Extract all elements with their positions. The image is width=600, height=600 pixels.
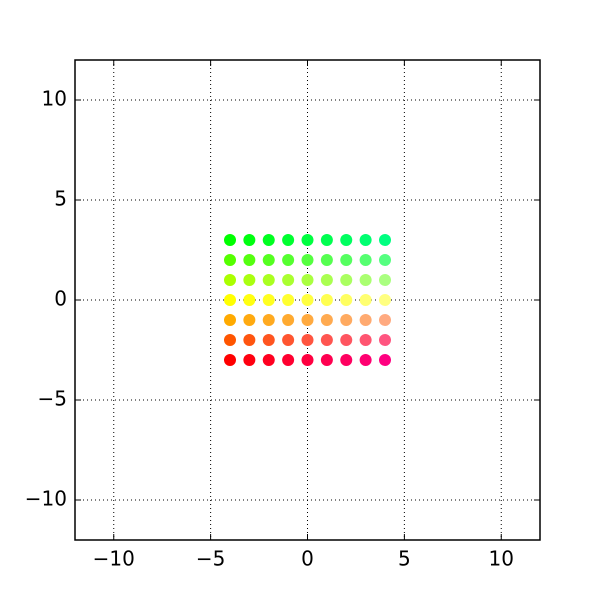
- x-tick-label: 5: [398, 547, 411, 571]
- point: [359, 334, 372, 346]
- point: [359, 294, 372, 306]
- point: [243, 294, 256, 306]
- point: [320, 354, 333, 366]
- point: [224, 254, 236, 266]
- point: [320, 254, 333, 266]
- x-tick-label: −5: [196, 547, 225, 571]
- point: [243, 234, 256, 246]
- point: [262, 314, 275, 326]
- x-tick-label: 0: [301, 547, 314, 571]
- point: [379, 314, 391, 326]
- point: [243, 314, 256, 326]
- point: [282, 274, 295, 286]
- point: [282, 354, 295, 366]
- point: [224, 314, 236, 326]
- point: [359, 274, 372, 286]
- point: [359, 254, 372, 266]
- point: [224, 354, 236, 366]
- point: [340, 294, 353, 306]
- point: [282, 314, 295, 326]
- point: [320, 314, 333, 326]
- point: [379, 254, 391, 266]
- point: [301, 274, 314, 286]
- point: [340, 354, 353, 366]
- point: [340, 334, 353, 346]
- point: [379, 334, 391, 346]
- point: [224, 294, 236, 306]
- point: [282, 234, 295, 246]
- point: [282, 294, 295, 306]
- point: [262, 334, 275, 346]
- point: [359, 234, 372, 246]
- point: [282, 254, 295, 266]
- point: [301, 314, 314, 326]
- point: [243, 254, 256, 266]
- point: [359, 314, 372, 326]
- y-tick-label: −5: [38, 387, 67, 411]
- point: [301, 234, 314, 246]
- point: [262, 354, 275, 366]
- point: [340, 274, 353, 286]
- point: [282, 334, 295, 346]
- point: [301, 254, 314, 266]
- point: [243, 274, 256, 286]
- point: [379, 274, 391, 286]
- point: [301, 294, 314, 306]
- y-tick-label: 10: [42, 87, 67, 111]
- point: [340, 254, 353, 266]
- point: [320, 294, 333, 306]
- point: [379, 294, 391, 306]
- point: [301, 334, 314, 346]
- point: [262, 294, 275, 306]
- point: [359, 354, 372, 366]
- point: [243, 354, 256, 366]
- point: [262, 254, 275, 266]
- point: [320, 334, 333, 346]
- point: [320, 274, 333, 286]
- point: [243, 334, 256, 346]
- point: [340, 314, 353, 326]
- point: [379, 354, 391, 366]
- point: [262, 274, 275, 286]
- x-tick-label: −10: [93, 547, 135, 571]
- point: [224, 334, 236, 346]
- point: [379, 234, 391, 246]
- point: [224, 234, 236, 246]
- point: [340, 234, 353, 246]
- y-tick-label: 5: [54, 187, 67, 211]
- point: [301, 354, 314, 366]
- plot-frame: [74, 59, 541, 541]
- x-tick-label: 10: [489, 547, 514, 571]
- point: [224, 274, 236, 286]
- y-tick-label: 0: [54, 287, 67, 311]
- y-tick-label: −10: [25, 487, 67, 511]
- point: [320, 234, 333, 246]
- point: [262, 234, 275, 246]
